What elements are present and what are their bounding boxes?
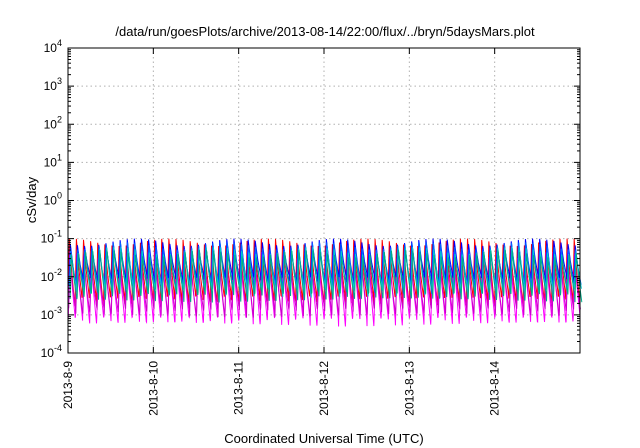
series-line: [67, 251, 581, 327]
y-axis-label: cSv/day: [24, 176, 39, 223]
x-tick-label: 2013-8-13: [402, 361, 416, 416]
y-axis: 10-4 10-3 10-2 10-1 100 101 102 103 104: [41, 38, 580, 360]
series-line: [69, 250, 583, 303]
series-line: [68, 258, 581, 318]
y-tick-label: 100: [44, 191, 62, 208]
y-tick-label: 10-1: [41, 229, 62, 246]
y-tick-label: 10-2: [41, 267, 62, 284]
series-layer: [67, 238, 583, 327]
x-tick-label: 2013-8-11: [232, 361, 246, 415]
x-tick-label: 2013-8-12: [317, 361, 331, 416]
y-tick-label: 10-4: [41, 343, 62, 360]
series-line: [69, 247, 582, 298]
y-tick-label: 10-3: [41, 305, 62, 322]
x-axis: 2013-8-9 2013-8-10 2013-8-11 2013-8-12 2013-…: [61, 48, 502, 416]
y-tick-label: 102: [44, 114, 62, 131]
x-axis-label: Coordinated Universal Time (UTC): [224, 431, 423, 446]
y-tick-label: 104: [44, 38, 62, 55]
x-tick-label: 2013-8-14: [488, 361, 502, 416]
x-tick-label: 2013-8-9: [61, 361, 75, 409]
y-tick-label: 101: [44, 152, 62, 169]
x-tick-label: 2013-8-10: [146, 361, 160, 416]
y-tick-label: 103: [44, 76, 62, 93]
grid-layer: [68, 48, 580, 353]
chart-title: /data/run/goesPlots/archive/2013-08-14/2…: [115, 24, 535, 39]
